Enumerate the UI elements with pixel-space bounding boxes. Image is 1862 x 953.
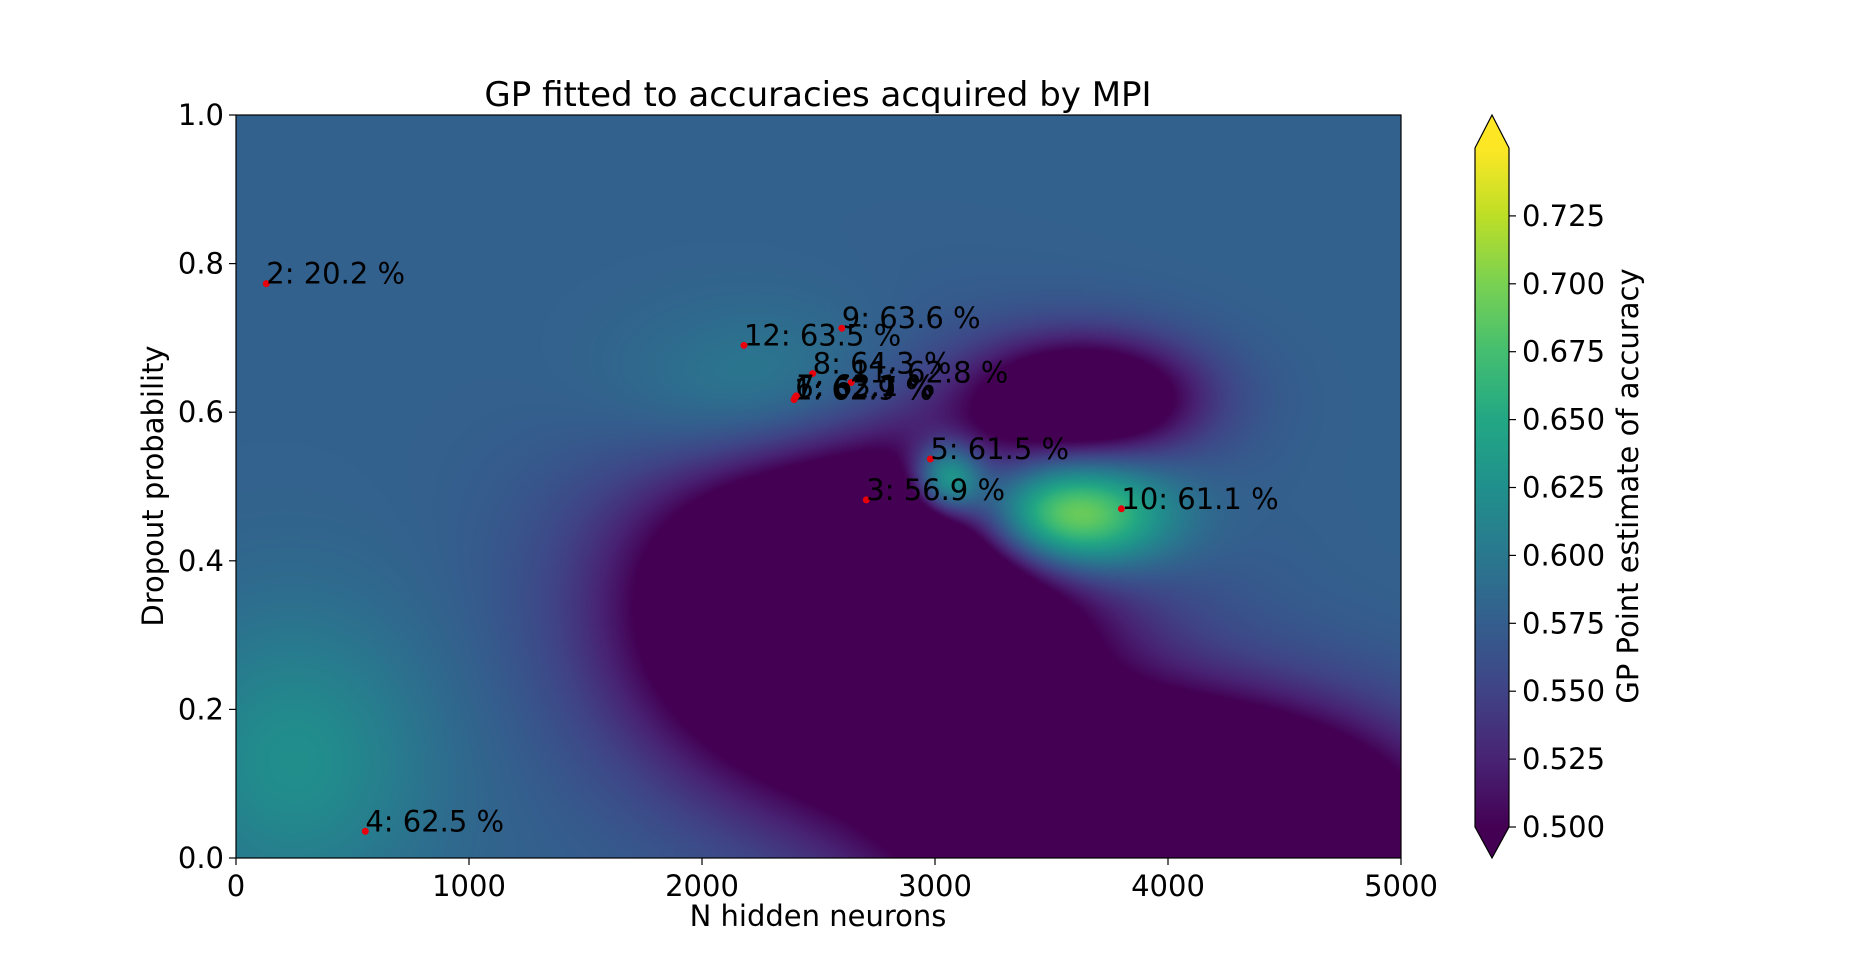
chart-title: GP fitted to accuracies acquired by MPI [484, 75, 1151, 115]
x-axis-label: N hidden neurons [690, 899, 947, 933]
y-axis-label: Dropout probability [136, 345, 170, 626]
colorbar-tick-label: 0.600 [1522, 538, 1605, 572]
data-point [1117, 505, 1125, 513]
data-point [262, 280, 270, 288]
point-annotation: 10: 61.1 % [1121, 482, 1278, 516]
point-annotation: 12: 63.5 % [744, 318, 901, 352]
x-tick-label: 5000 [1364, 869, 1438, 903]
point-annotation: 1: 62.9 % [794, 373, 933, 407]
data-point [847, 378, 855, 386]
point-annotation: 5: 61.5 % [930, 432, 1069, 466]
data-point [809, 370, 817, 378]
colorbar-extend-top [1475, 115, 1509, 148]
plot-area [235, 114, 1402, 859]
colorbar-tick-label: 0.500 [1522, 810, 1605, 844]
colorbar-tick-label: 0.625 [1522, 471, 1605, 505]
point-annotation: 8: 64.3 % [813, 347, 952, 381]
point-annotation: 4: 62.5 % [365, 804, 504, 838]
point-annotation: 11: 62.8 % [851, 355, 1008, 389]
plot-frame [235, 114, 1402, 859]
data-point [838, 324, 846, 332]
y-tick-label: 0.4 [178, 544, 224, 578]
x-tick-label: 3000 [898, 869, 972, 903]
x-tick-label: 0 [227, 869, 245, 903]
data-point [740, 341, 748, 349]
y-axis: 0.0 0.2 0.4 0.6 0.8 1.0 [178, 98, 236, 875]
data-points: 2: 20.2 % 4: 62.5 % 12: 63.5 %9: 63.6 % 8: … [262, 257, 1279, 838]
colorbar-ticks: 0.500 0.525 0.550 0.575 0.600 0.625 0.650 0.675… [1509, 199, 1605, 844]
y-tick-label: 0.2 [178, 692, 224, 726]
point-annotation: 2: 20.2 % [266, 257, 405, 291]
heatmap-surface [236, 115, 1401, 858]
colorbar-label: GP Point estimate of accuracy [1611, 268, 1645, 703]
data-point [792, 392, 800, 400]
point-annotation: 7: 63.1 % [796, 369, 935, 403]
colorbar-extend-bottom [1475, 827, 1509, 858]
colorbar-tick-label: 0.525 [1522, 742, 1605, 776]
point-annotation: 3: 56.9 % [866, 473, 1005, 507]
colorbar-tick-label: 0.575 [1522, 606, 1605, 640]
x-tick-label: 1000 [432, 869, 506, 903]
y-tick-label: 1.0 [178, 98, 224, 132]
colorbar-tick-label: 0.650 [1522, 403, 1605, 437]
y-tick-label: 0.8 [178, 247, 224, 281]
data-point [926, 455, 934, 463]
x-tick-label: 4000 [1131, 869, 1205, 903]
point-annotation: 6: 62.7 % [795, 370, 934, 404]
point-annotation: 9: 63.6 % [842, 301, 981, 335]
colorbar-tick-label: 0.700 [1522, 267, 1605, 301]
colorbar-tick-label: 0.725 [1522, 199, 1605, 233]
colorbar-gradient [1475, 148, 1509, 827]
colorbar-outline [1474, 113, 1510, 860]
y-tick-label: 0.6 [178, 395, 224, 429]
data-point [862, 496, 870, 504]
x-axis: 0 1000 2000 3000 4000 5000 [227, 858, 1438, 903]
colorbar-tick-label: 0.675 [1522, 335, 1605, 369]
x-tick-label: 2000 [665, 869, 739, 903]
data-point [361, 827, 369, 835]
colorbar: 0.500 0.525 0.550 0.575 0.600 0.625 0.650 0.675… [1474, 113, 1645, 860]
y-tick-label: 0.0 [178, 841, 224, 875]
colorbar-tick-label: 0.550 [1522, 674, 1605, 708]
